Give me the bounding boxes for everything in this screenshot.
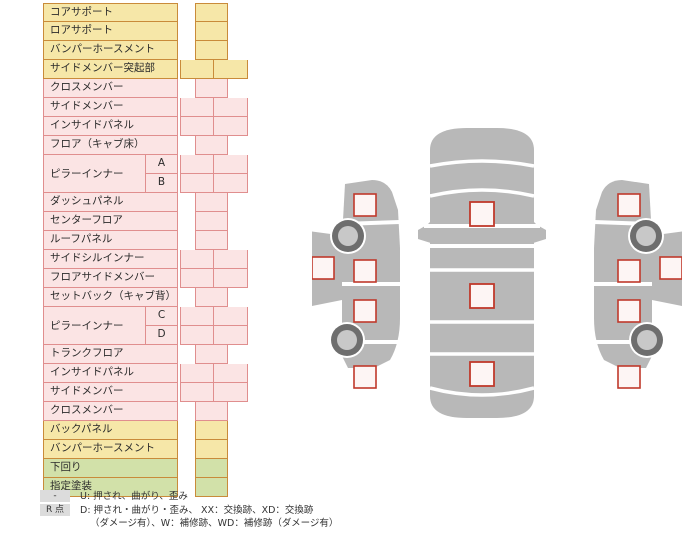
strip-cell-right[interactable] xyxy=(213,364,248,383)
strip-cell-left[interactable] xyxy=(180,326,214,345)
table-row-label: バンパーホースメント xyxy=(43,41,178,60)
strip-cell-narrow[interactable] xyxy=(195,440,228,459)
strip-cell-left[interactable] xyxy=(180,155,214,174)
strip-cell-right[interactable] xyxy=(213,174,248,193)
legend: - U: 押され、曲がり、歪み R 点 D: 押され・曲がり・歪み、 XX：交換… xyxy=(40,490,370,532)
table-row-label-merged: ピラーインナー xyxy=(43,155,146,193)
legend-key: R 点 xyxy=(40,504,70,516)
table-row-label: バックパネル xyxy=(43,421,178,440)
damage-marker[interactable] xyxy=(353,365,377,389)
table-row-label-merged: ピラーインナー xyxy=(43,307,146,345)
damage-marker[interactable] xyxy=(469,201,495,227)
strip-cell-narrow[interactable] xyxy=(195,41,228,60)
strip-cell-narrow[interactable] xyxy=(195,478,228,497)
damage-marker[interactable] xyxy=(469,283,495,309)
table-row-label: クロスメンバー xyxy=(43,79,178,98)
table-row-label: フロア（キャブ床） xyxy=(43,136,178,155)
strip-cell-right[interactable] xyxy=(213,155,248,174)
strip-cell-narrow[interactable] xyxy=(195,22,228,41)
strip-cell-narrow[interactable] xyxy=(195,421,228,440)
damage-marker[interactable] xyxy=(659,256,682,280)
table-row-sublabel: C xyxy=(146,307,178,326)
strip-cell-left[interactable] xyxy=(180,269,214,288)
damage-marker[interactable] xyxy=(312,256,335,280)
table-row-label: バンパーホースメント xyxy=(43,440,178,459)
table-row-label: ルーフパネル xyxy=(43,231,178,250)
wheel xyxy=(629,322,665,358)
strip-cell-narrow[interactable] xyxy=(195,193,228,212)
strip-cell-narrow[interactable] xyxy=(195,288,228,307)
legend-row: R 点 D: 押され・曲がり・歪み、 XX：交換跡、XD：交換跡 （ダメージ有）… xyxy=(40,504,370,532)
table-row-label: サイドメンバー突起部 xyxy=(43,60,178,79)
table-row-label: トランクフロア xyxy=(43,345,178,364)
strip-cell-right[interactable] xyxy=(213,98,248,117)
strip-cell-left[interactable] xyxy=(180,60,214,79)
strip-cell-right[interactable] xyxy=(213,326,248,345)
strip-cell-narrow[interactable] xyxy=(195,402,228,421)
left-side-view xyxy=(312,180,401,389)
damage-marker[interactable] xyxy=(353,193,377,217)
strip-cell-left[interactable] xyxy=(180,174,214,193)
strip-cell-right[interactable] xyxy=(213,60,248,79)
table-row-label: コアサポート xyxy=(43,3,178,22)
strip-cell-narrow[interactable] xyxy=(195,345,228,364)
strip-cell-narrow[interactable] xyxy=(195,212,228,231)
legend-text: U: 押され、曲がり、歪み xyxy=(80,491,188,502)
table-row-label: サイドメンバー xyxy=(43,98,178,117)
damage-marker[interactable] xyxy=(617,299,641,323)
damage-marker[interactable] xyxy=(617,365,641,389)
wheel xyxy=(628,218,664,254)
wheel xyxy=(330,218,366,254)
strip-cell-left[interactable] xyxy=(180,364,214,383)
vehicle-diagram xyxy=(312,118,682,423)
table-row-sublabel: A xyxy=(146,155,178,174)
table-row-label: セットバック（キャブ背） xyxy=(43,288,178,307)
strip-cell-right[interactable] xyxy=(213,269,248,288)
table-row-label: フロアサイドメンバー xyxy=(43,269,178,288)
damage-marker[interactable] xyxy=(353,259,377,283)
strip-cell-right[interactable] xyxy=(213,383,248,402)
table-row-label: 指定塗装 xyxy=(43,478,178,497)
damage-marker[interactable] xyxy=(469,361,495,387)
legend-key: - xyxy=(40,490,70,502)
strip-cell-narrow[interactable] xyxy=(195,79,228,98)
damage-marker[interactable] xyxy=(353,299,377,323)
wheel xyxy=(329,322,365,358)
table-row-label: 下回り xyxy=(43,459,178,478)
table-row-label: サイドシルインナー xyxy=(43,250,178,269)
strip-cell-narrow[interactable] xyxy=(195,459,228,478)
strip-cell-narrow[interactable] xyxy=(195,231,228,250)
strip-cell-narrow[interactable] xyxy=(195,3,228,22)
table-row-label: クロスメンバー xyxy=(43,402,178,421)
table-row-label: インサイドパネル xyxy=(43,364,178,383)
strip-cell-left[interactable] xyxy=(180,383,214,402)
table-row-label: インサイドパネル xyxy=(43,117,178,136)
legend-text-continued: （ダメージ有）、W：補修跡、WD：補修跡（ダメージ有） xyxy=(90,518,339,529)
damage-marker[interactable] xyxy=(617,259,641,283)
top-view xyxy=(418,128,546,418)
strip-cell-left[interactable] xyxy=(180,307,214,326)
strip-cell-right[interactable] xyxy=(213,117,248,136)
right-side-view xyxy=(593,180,682,389)
strip-cell-left[interactable] xyxy=(180,250,214,269)
table-row-sublabel: B xyxy=(146,174,178,193)
table-row-label: ロアサポート xyxy=(43,22,178,41)
table-row-label: サイドメンバー xyxy=(43,383,178,402)
strip-cell-right[interactable] xyxy=(213,250,248,269)
table-row-label: ダッシュパネル xyxy=(43,193,178,212)
table-row-sublabel: D xyxy=(146,326,178,345)
strip-cell-left[interactable] xyxy=(180,98,214,117)
damage-marker[interactable] xyxy=(617,193,641,217)
legend-row: - U: 押され、曲がり、歪み xyxy=(40,490,370,504)
strip-cell-left[interactable] xyxy=(180,117,214,136)
table-row-label: センターフロア xyxy=(43,212,178,231)
strip-cell-narrow[interactable] xyxy=(195,136,228,155)
legend-text: D: 押され・曲がり・歪み、 XX：交換跡、XD：交換跡 xyxy=(80,505,314,516)
strip-cell-right[interactable] xyxy=(213,307,248,326)
